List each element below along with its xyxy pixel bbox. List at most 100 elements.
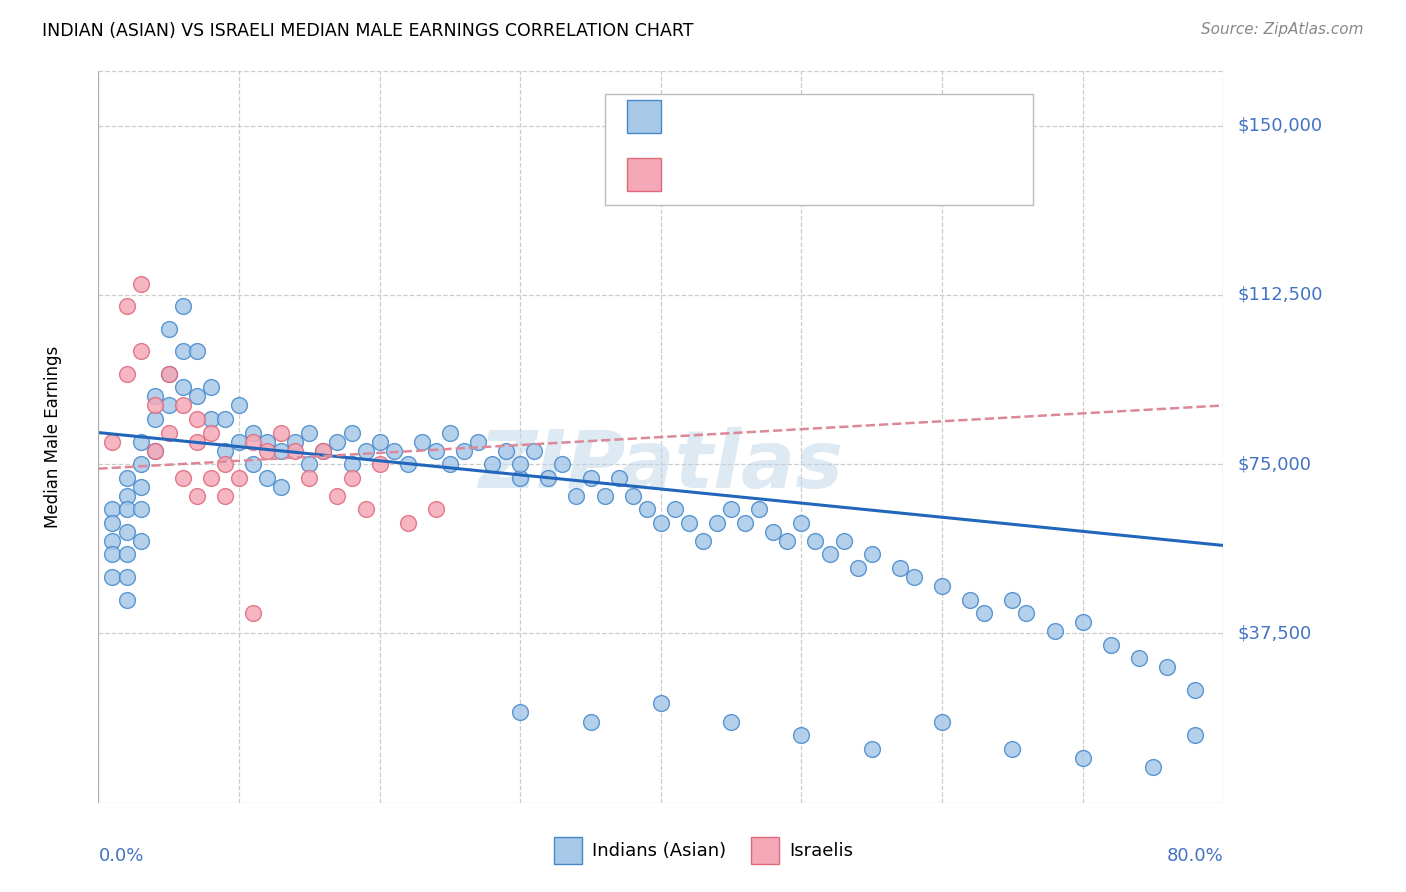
Point: [467, 434, 489, 449]
Point: [101, 570, 124, 584]
Point: [551, 457, 574, 471]
Text: 80.0%: 80.0%: [1167, 847, 1223, 864]
Point: [270, 480, 292, 494]
Point: [734, 516, 756, 530]
Point: [101, 516, 124, 530]
Point: [509, 457, 531, 471]
Point: [565, 489, 588, 503]
Point: [172, 399, 194, 413]
Text: $150,000: $150,000: [1237, 117, 1322, 135]
Point: [650, 516, 672, 530]
Point: [228, 399, 250, 413]
Point: [425, 502, 447, 516]
Text: $37,500: $37,500: [1237, 624, 1312, 642]
Point: [439, 457, 461, 471]
Point: [157, 367, 180, 381]
Point: [776, 533, 799, 548]
Point: [115, 489, 138, 503]
Point: [790, 728, 813, 742]
Point: [129, 277, 152, 291]
Point: [129, 480, 152, 494]
Point: [425, 443, 447, 458]
Point: [284, 443, 307, 458]
Point: [129, 344, 152, 359]
Point: [214, 412, 236, 426]
Point: [129, 533, 152, 548]
Text: ZIPatlas: ZIPatlas: [478, 427, 844, 506]
Point: [579, 714, 602, 729]
Point: [509, 706, 531, 720]
Point: [270, 425, 292, 440]
Point: [214, 489, 236, 503]
Point: [748, 502, 770, 516]
Point: [115, 524, 138, 539]
Point: [200, 380, 222, 394]
Text: Indians (Asian): Indians (Asian): [592, 842, 725, 860]
Point: [115, 299, 138, 313]
Point: [762, 524, 785, 539]
Point: [101, 434, 124, 449]
Point: [115, 367, 138, 381]
Point: [579, 471, 602, 485]
Point: [101, 533, 124, 548]
Point: [115, 548, 138, 562]
Point: [354, 443, 377, 458]
Point: [481, 457, 503, 471]
Point: [354, 502, 377, 516]
Point: [115, 592, 138, 607]
Point: [621, 489, 644, 503]
Point: [298, 457, 321, 471]
Point: [860, 741, 883, 756]
Point: [186, 412, 208, 426]
Point: [453, 443, 475, 458]
Point: [636, 502, 658, 516]
Point: [607, 471, 630, 485]
Point: [692, 533, 714, 548]
Text: 0.020: 0.020: [706, 166, 762, 184]
Point: [832, 533, 855, 548]
Point: [101, 502, 124, 516]
Point: [537, 471, 560, 485]
Point: [143, 443, 166, 458]
Point: [129, 434, 152, 449]
Point: [846, 561, 869, 575]
Point: [298, 471, 321, 485]
Point: [1015, 606, 1038, 620]
Point: [172, 299, 194, 313]
Point: [101, 548, 124, 562]
Text: R =: R =: [671, 166, 710, 184]
Point: [129, 502, 152, 516]
Point: [368, 457, 391, 471]
Point: [115, 570, 138, 584]
Text: Israelis: Israelis: [789, 842, 853, 860]
Point: [1099, 638, 1122, 652]
Point: [186, 434, 208, 449]
Point: [931, 579, 953, 593]
Point: [143, 443, 166, 458]
Point: [157, 322, 180, 336]
Point: [720, 714, 742, 729]
Point: [903, 570, 925, 584]
Point: [129, 457, 152, 471]
Point: [200, 471, 222, 485]
Point: [200, 412, 222, 426]
Point: [270, 443, 292, 458]
Point: [790, 516, 813, 530]
Point: [157, 425, 180, 440]
Point: [931, 714, 953, 729]
Point: [326, 434, 349, 449]
Point: [860, 548, 883, 562]
Point: [495, 443, 517, 458]
Point: [172, 471, 194, 485]
Point: [284, 434, 307, 449]
Point: [340, 425, 363, 440]
Point: [340, 457, 363, 471]
Text: R =: R =: [671, 108, 710, 126]
Point: [411, 434, 433, 449]
Text: N =: N =: [783, 108, 823, 126]
Point: [115, 502, 138, 516]
Point: [804, 533, 827, 548]
Point: [242, 606, 264, 620]
Point: [523, 443, 546, 458]
Point: [368, 434, 391, 449]
